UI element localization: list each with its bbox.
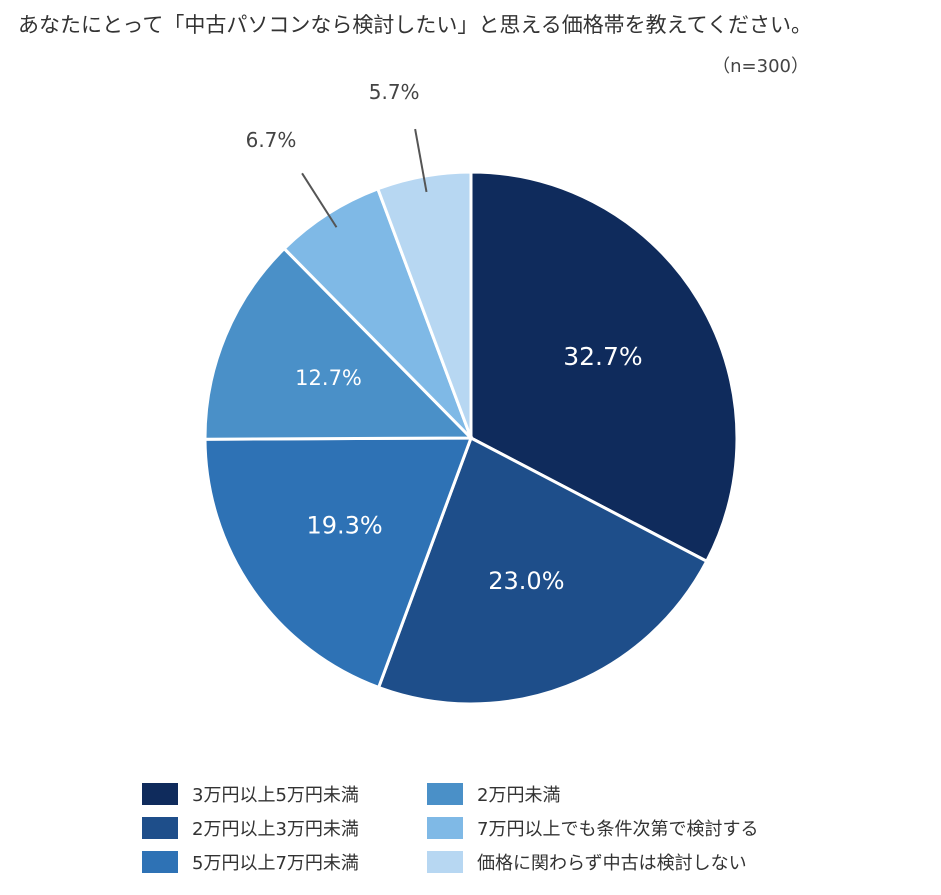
legend-swatch — [142, 783, 178, 805]
legend-label: 2万円以上3万円未満 — [192, 819, 359, 840]
legend-label: 7万円以上でも条件次第で検討する — [477, 819, 759, 840]
slice-value-label: 23.0% — [488, 567, 564, 595]
pie-slice — [376, 435, 709, 706]
slice-value-label: 19.3% — [306, 511, 382, 539]
legend-item-never-used: 価格に関わらず中古は検討しない — [427, 848, 747, 876]
legend-label: 価格に関わらず中古は検討しない — [477, 853, 747, 874]
slice-value-label: 12.7% — [295, 366, 362, 390]
legend: 3万円以上5万円未満 2万円以上3万円未満 5万円以上7万円未満 2万円未満 7… — [142, 780, 842, 880]
legend-swatch — [427, 783, 463, 805]
leader-line — [414, 128, 428, 193]
pie-chart: 32.7% 23.0% 19.3% 12.7% 6.7% 5.7% — [203, 80, 739, 706]
legend-swatch — [427, 817, 463, 839]
slice-value-label: 32.7% — [563, 342, 642, 371]
legend-item-2-3man: 2万円以上3万円未満 — [142, 814, 359, 842]
pie-slice — [203, 246, 475, 441]
slice-value-label: 6.7% — [246, 128, 297, 152]
pie-slice — [203, 436, 474, 690]
legend-swatch — [427, 851, 463, 873]
legend-item-5-7man: 5万円以上7万円未満 — [142, 848, 359, 876]
legend-swatch — [142, 851, 178, 873]
legend-item-over-7man: 7万円以上でも条件次第で検討する — [427, 814, 758, 842]
legend-label: 5万円以上7万円未満 — [192, 853, 359, 874]
legend-item-3-5man: 3万円以上5万円未満 — [142, 780, 359, 808]
legend-item-under-2man: 2万円未満 — [427, 780, 560, 808]
legend-swatch — [142, 817, 178, 839]
leader-line — [301, 172, 338, 228]
slice-value-label: 5.7% — [369, 80, 420, 104]
chart-title: あなたにとって「中古パソコンなら検討したい」と思える価格帯を教えてください。 — [18, 13, 813, 37]
sample-size-label: （n=300） — [712, 56, 809, 77]
legend-label: 2万円未満 — [477, 785, 561, 806]
legend-label: 3万円以上5万円未満 — [192, 785, 359, 806]
pie-slice — [469, 170, 739, 564]
